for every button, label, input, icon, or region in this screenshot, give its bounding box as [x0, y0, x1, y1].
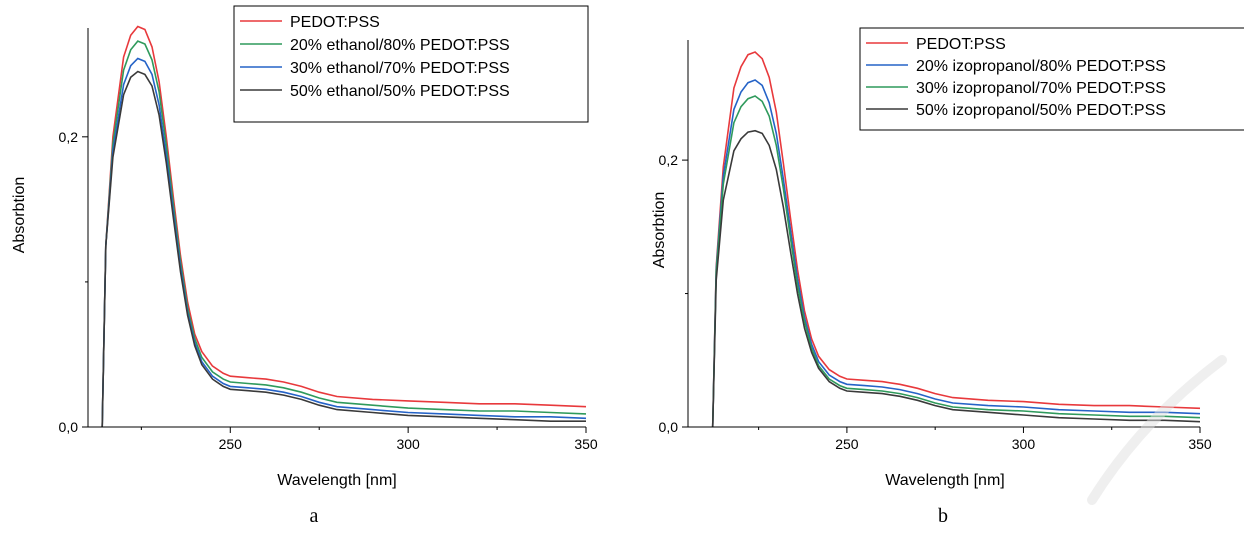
x-tick-label: 250: [835, 436, 859, 452]
x-tick-label: 250: [219, 436, 243, 452]
series-line-4: [101, 70, 586, 428]
legend-label: 50% izopropanol/50% PEDOT:PSS: [916, 102, 1166, 119]
legend-label: PEDOT:PSS: [290, 14, 380, 31]
y-tick-label: 0,0: [659, 419, 679, 435]
series-line-2: [711, 79, 1201, 428]
x-tick-label: 350: [1188, 436, 1212, 452]
legend-label: PEDOT:PSS: [916, 36, 1006, 53]
panel-caption: b: [938, 505, 948, 527]
chart-svg-a: 250 300 350 0,0 0,2 Wavelength [nm] Absorbtion…: [11, 5, 598, 527]
chart-panel-b: 250 300 350 0,0 0,2 Wavelength [nm] Absorbtion…: [622, 0, 1244, 528]
legend-box: [233, 5, 589, 123]
x-tick-label: 350: [574, 436, 598, 452]
series-line-1: [101, 25, 587, 428]
chart-panel-a: 250 300 350 0,0 0,2 Wavelength [nm] Absorbtion…: [0, 0, 622, 528]
x-tick-label: 300: [396, 436, 420, 452]
x-axis-title: Wavelength [nm]: [885, 472, 1004, 489]
y-tick-label: 0,2: [59, 129, 79, 145]
y-axis-title: Absorbtion: [11, 177, 28, 254]
legend-label: 20% izopropanol/80% PEDOT:PSS: [916, 58, 1166, 75]
series-line-3: [101, 57, 587, 428]
series-line-2: [101, 40, 587, 428]
panel-caption: a: [310, 505, 319, 527]
legend-label: 30% izopropanol/70% PEDOT:PSS: [916, 80, 1166, 97]
series-line-4: [711, 129, 1201, 428]
x-tick-label: 300: [1012, 436, 1036, 452]
y-tick-label: 0,0: [59, 419, 79, 435]
watermark: [1087, 355, 1227, 505]
y-tick-label: 0,2: [659, 152, 679, 168]
legend-label: 50% ethanol/50% PEDOT:PSS: [290, 83, 510, 100]
x-axis-title: Wavelength [nm]: [277, 472, 396, 489]
series-line-1: [711, 51, 1201, 428]
legend-box: [859, 27, 1244, 131]
legend-label: 30% ethanol/70% PEDOT:PSS: [290, 60, 510, 77]
series-line-3: [711, 95, 1201, 428]
y-axis-title: Absorbtion: [651, 192, 668, 269]
legend-label: 20% ethanol/80% PEDOT:PSS: [290, 37, 510, 54]
chart-svg-b: 250 300 350 0,0 0,2 Wavelength [nm] Absorbtion…: [651, 27, 1244, 527]
